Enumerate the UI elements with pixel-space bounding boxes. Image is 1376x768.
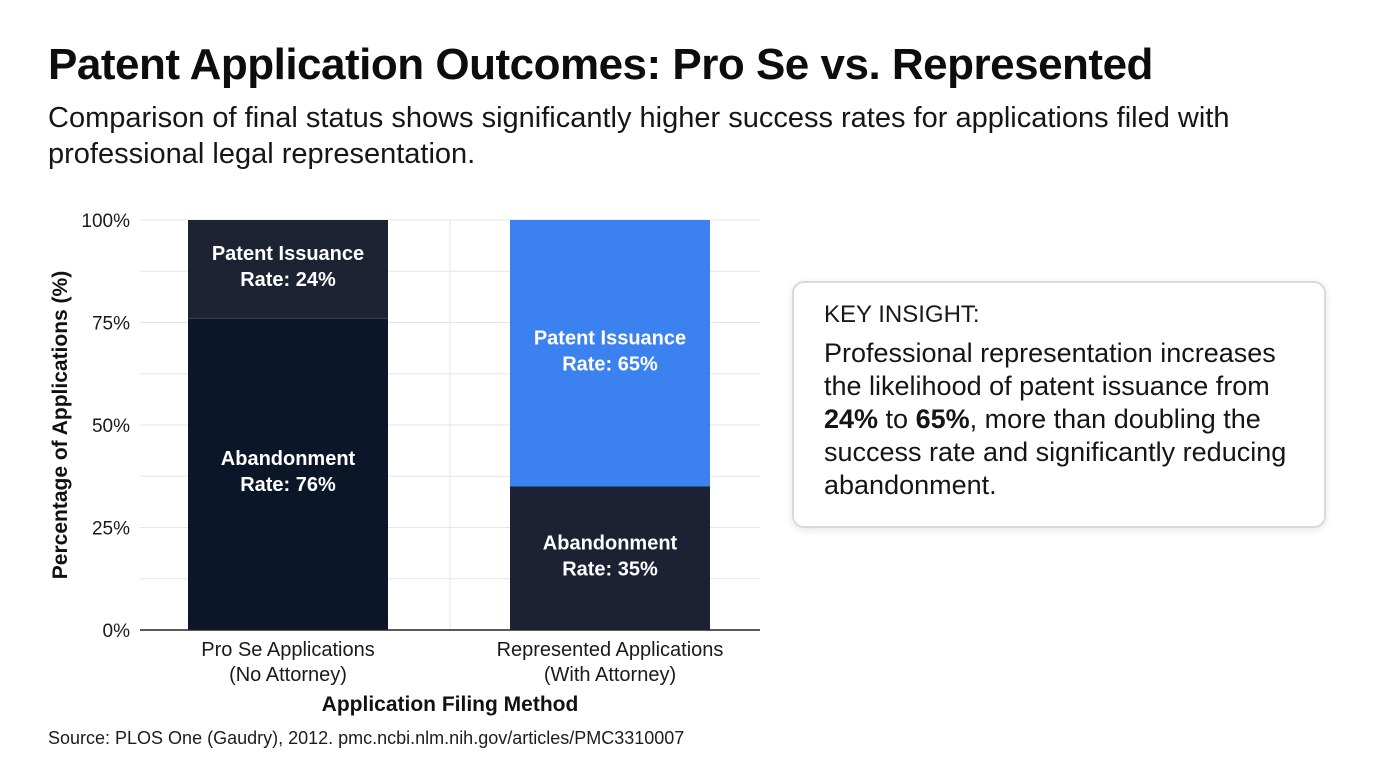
y-tick-label: 0% [103, 621, 131, 642]
callout-heading: KEY INSIGHT: [824, 301, 980, 328]
data-label: Patent Issuance [212, 243, 364, 265]
x-axis-title: Application Filing Method [322, 693, 579, 716]
callout-body: Professional representation increases th… [824, 337, 1300, 502]
bar-segment-issuance [510, 220, 710, 487]
y-tick-label: 50% [92, 416, 130, 437]
data-label: Rate: 35% [562, 558, 658, 580]
y-axis-title: Percentage of Applications (%) [49, 271, 72, 579]
data-label: Abandonment [543, 532, 678, 554]
bar-segment-abandonment [510, 486, 710, 630]
chart-subtitle: Comparison of final status shows signifi… [48, 102, 1230, 170]
key-insight-callout: KEY INSIGHT: Professional representation… [792, 281, 1326, 528]
x-tick-label: Pro Se Applications [201, 639, 374, 661]
bar-segment-issuance [188, 220, 388, 319]
x-tick-label: Represented Applications [497, 639, 724, 661]
y-tick-label: 25% [92, 519, 130, 540]
callout-text-before: Professional representation increases th… [824, 338, 1276, 401]
x-tick-label: (No Attorney) [229, 664, 347, 686]
callout-value-to: 65% [915, 404, 970, 434]
y-tick-label: 100% [81, 211, 130, 232]
y-tick-label: 75% [92, 314, 130, 335]
data-label: Rate: 65% [562, 353, 658, 375]
callout-text-middle: to [878, 404, 916, 434]
data-label: Abandonment [221, 448, 356, 470]
data-label: Rate: 24% [240, 269, 336, 291]
data-label: Patent Issuance [534, 327, 686, 349]
source-note: Source: PLOS One (Gaudry), 2012. pmc.ncb… [48, 728, 685, 748]
bar-segment-abandonment [188, 318, 388, 630]
callout-value-from: 24% [824, 404, 879, 434]
data-label: Rate: 76% [240, 474, 336, 496]
x-tick-label: (With Attorney) [544, 664, 676, 686]
callout-text-after: , more than doubling the success rate an… [824, 404, 1287, 500]
chart-title: Patent Application Outcomes: Pro Se vs. … [48, 40, 1153, 89]
